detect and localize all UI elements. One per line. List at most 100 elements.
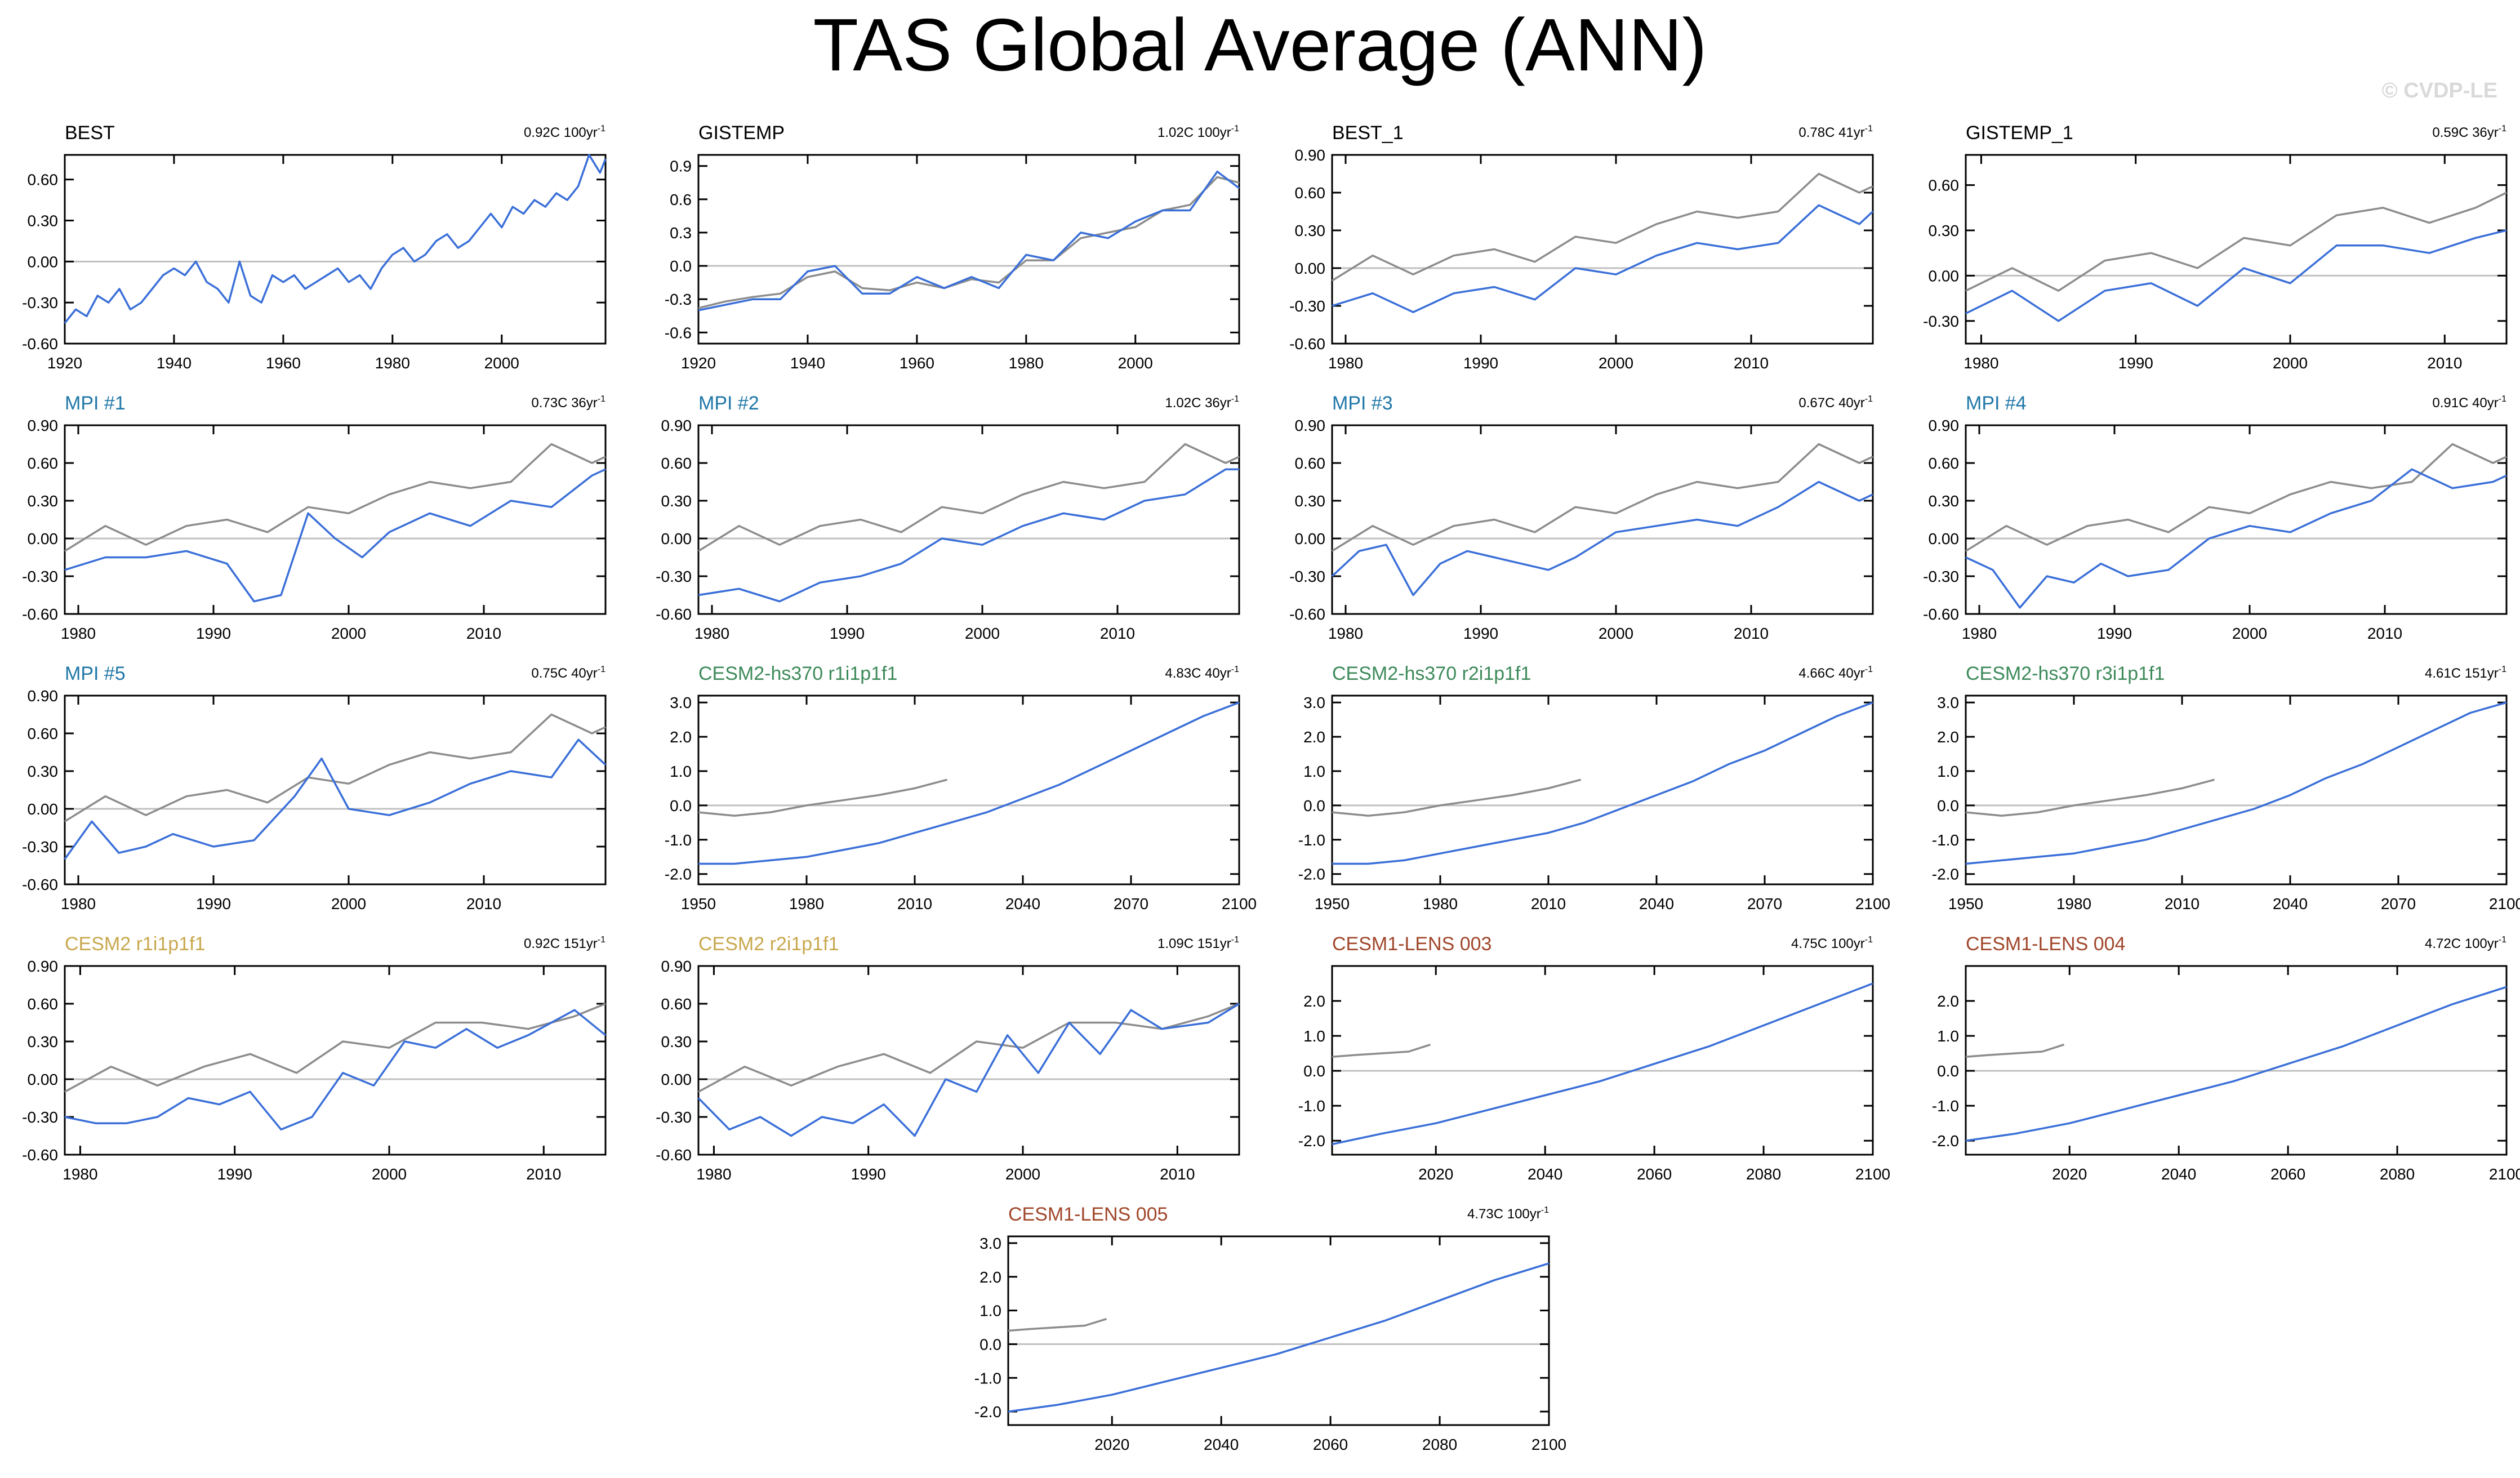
y-tick-label: -0.30	[1289, 568, 1325, 585]
chart-panel-9: -0.60 -0.30 0.00 0.30 0.60 0.90 1980 1990 2000 20…	[22, 663, 607, 912]
plot-frame	[1965, 965, 2508, 1156]
panel-title: MPI #3	[1332, 393, 1393, 414]
x-tick-label: 2070	[1114, 895, 1148, 912]
y-tick-label: 0.3	[670, 224, 692, 242]
x-tick-label: 1990	[1463, 625, 1498, 642]
x-tick-label: 1920	[681, 354, 716, 372]
chart-panel-4: -0.30 0.00 0.30 0.60 1980 1990 2000 2010 GISTEMP…	[1923, 122, 2508, 372]
panel-title: CESM2 r2i1p1f1	[698, 933, 839, 955]
model-series-line	[1332, 701, 1873, 865]
x-tick-label: 1990	[2097, 625, 2132, 642]
y-tick-label: 0.00	[28, 800, 59, 818]
trend-label: 0.78C 41yr-1	[1798, 124, 1873, 140]
y-tick-label: -1.0	[1932, 831, 1959, 849]
trend-label: 0.75C 40yr-1	[531, 665, 605, 681]
y-tick-label: 2.0	[1937, 992, 1959, 1010]
trend-label: 4.83C 40yr-1	[1165, 665, 1239, 681]
x-tick-label: 2000	[484, 354, 519, 372]
y-tick-label: -0.30	[22, 1108, 58, 1126]
obs-series-line	[698, 778, 948, 817]
y-tick-label: -2.0	[1298, 1132, 1325, 1150]
trend-label: 4.61C 151yr-1	[2425, 665, 2506, 681]
x-tick-label: 2100	[1855, 895, 1890, 912]
model-series-line	[1332, 204, 1874, 313]
x-tick-label: 1980	[63, 1165, 97, 1183]
chart-panel-6: -0.60 -0.30 0.00 0.30 0.60 0.90 1980 1990 2000 20…	[656, 393, 1240, 642]
y-tick-label: -2.0	[1932, 866, 1959, 883]
x-tick-label: 2000	[331, 895, 366, 912]
y-tick-label: 2.0	[979, 1268, 1001, 1286]
x-tick-label: 2060	[1637, 1165, 1672, 1183]
x-tick-label: 1990	[830, 625, 865, 642]
x-tick-label: 2000	[331, 625, 366, 642]
plot-frame	[64, 965, 607, 1156]
chart-panel-11: -2.0 -1.0 0.0 1.0 2.0 3.0 1950 1980 2010 2040 2070…	[1298, 663, 1890, 912]
y-tick-label: 0.30	[1295, 222, 1326, 239]
y-tick-label: 0.30	[28, 763, 59, 780]
model-series-line	[697, 1003, 1240, 1137]
y-tick-label: 0.00	[1295, 260, 1326, 277]
x-tick-label: 2010	[2427, 354, 2462, 372]
x-tick-label: 2040	[1005, 895, 1040, 912]
x-tick-label: 1990	[217, 1165, 252, 1183]
y-tick-label: -1.0	[1298, 1097, 1325, 1115]
plot-frame	[1965, 695, 2508, 885]
y-tick-label: -0.60	[1289, 335, 1325, 353]
y-tick-label: -0.60	[656, 1146, 692, 1164]
plot-frame	[64, 695, 607, 885]
y-tick-label: 0.90	[1295, 146, 1326, 164]
watermark: © CVDP-LE	[2381, 79, 2497, 103]
y-tick-label: 0.60	[1295, 455, 1326, 472]
x-tick-label: 2020	[2052, 1165, 2087, 1183]
y-tick-label: -0.60	[22, 1146, 58, 1164]
plot-frame	[64, 424, 607, 615]
obs-series-line	[1332, 778, 1582, 817]
y-tick-label: 0.00	[28, 530, 59, 547]
panel-title: CESM2-hs370 r3i1p1f1	[1966, 663, 2165, 684]
y-tick-label: 0.0	[670, 797, 692, 814]
y-tick-label: 0.30	[28, 1033, 59, 1050]
obs-series-line	[1965, 778, 2215, 817]
y-tick-label: -1.0	[974, 1369, 1001, 1387]
y-tick-label: 0.60	[661, 455, 692, 472]
y-tick-label: -0.30	[22, 838, 58, 856]
obs-series-line	[64, 713, 606, 822]
y-tick-label: 0.00	[661, 530, 692, 547]
chart-panel-14: -0.60 -0.30 0.00 0.30 0.60 0.90 1980 1990 2000 20…	[656, 933, 1240, 1183]
x-tick-label: 2000	[1118, 354, 1153, 372]
chart-panel-7: -0.60 -0.30 0.00 0.30 0.60 0.90 1980 1990 2000 20…	[1289, 393, 1874, 642]
x-tick-label: 2010	[1734, 625, 1769, 642]
x-tick-label: 2060	[1313, 1436, 1348, 1453]
x-tick-label: 1960	[900, 354, 934, 372]
panel-title: MPI #4	[1966, 393, 2027, 414]
model-series-line	[1965, 701, 2507, 865]
chart-panel-13: -0.60 -0.30 0.00 0.30 0.60 0.90 1980 1990 2000 20…	[22, 933, 607, 1183]
y-tick-label: 0.0	[979, 1335, 1001, 1353]
x-tick-label: 1980	[1328, 625, 1363, 642]
panel-title: MPI #5	[65, 663, 126, 684]
chart-panel-3: -0.60 -0.30 0.00 0.30 0.60 0.90 1980 1990 2000 20…	[1289, 122, 1874, 372]
x-tick-label: 2010	[2367, 625, 2402, 642]
model-series-line	[64, 738, 607, 860]
plot-frame	[1965, 424, 2508, 615]
obs-series-line	[1332, 1043, 1431, 1058]
x-tick-label: 1980	[1009, 354, 1044, 372]
x-tick-label: 2010	[466, 625, 501, 642]
trend-label: 0.91C 40yr-1	[2432, 394, 2506, 411]
y-tick-label: -2.0	[1932, 1132, 1959, 1150]
trend-label: 4.75C 100yr-1	[1791, 935, 1873, 951]
x-tick-label: 2080	[1746, 1165, 1781, 1183]
x-tick-label: 2000	[2273, 354, 2308, 372]
x-tick-label: 1940	[790, 354, 825, 372]
x-tick-label: 1980	[2056, 895, 2091, 912]
model-series-line	[64, 154, 607, 324]
model-series-line	[64, 468, 606, 603]
y-tick-label: 1.0	[670, 763, 692, 780]
y-tick-label: -0.3	[665, 291, 692, 308]
y-tick-label: 1.0	[1937, 763, 1959, 780]
y-tick-label: 0.90	[28, 687, 59, 705]
trend-label: 1.02C 100yr-1	[1157, 124, 1239, 140]
model-series-line	[64, 1009, 607, 1131]
chart-panel-1: -0.60 -0.30 0.00 0.30 0.60 1920 1940 1960 1980 20…	[22, 122, 607, 372]
